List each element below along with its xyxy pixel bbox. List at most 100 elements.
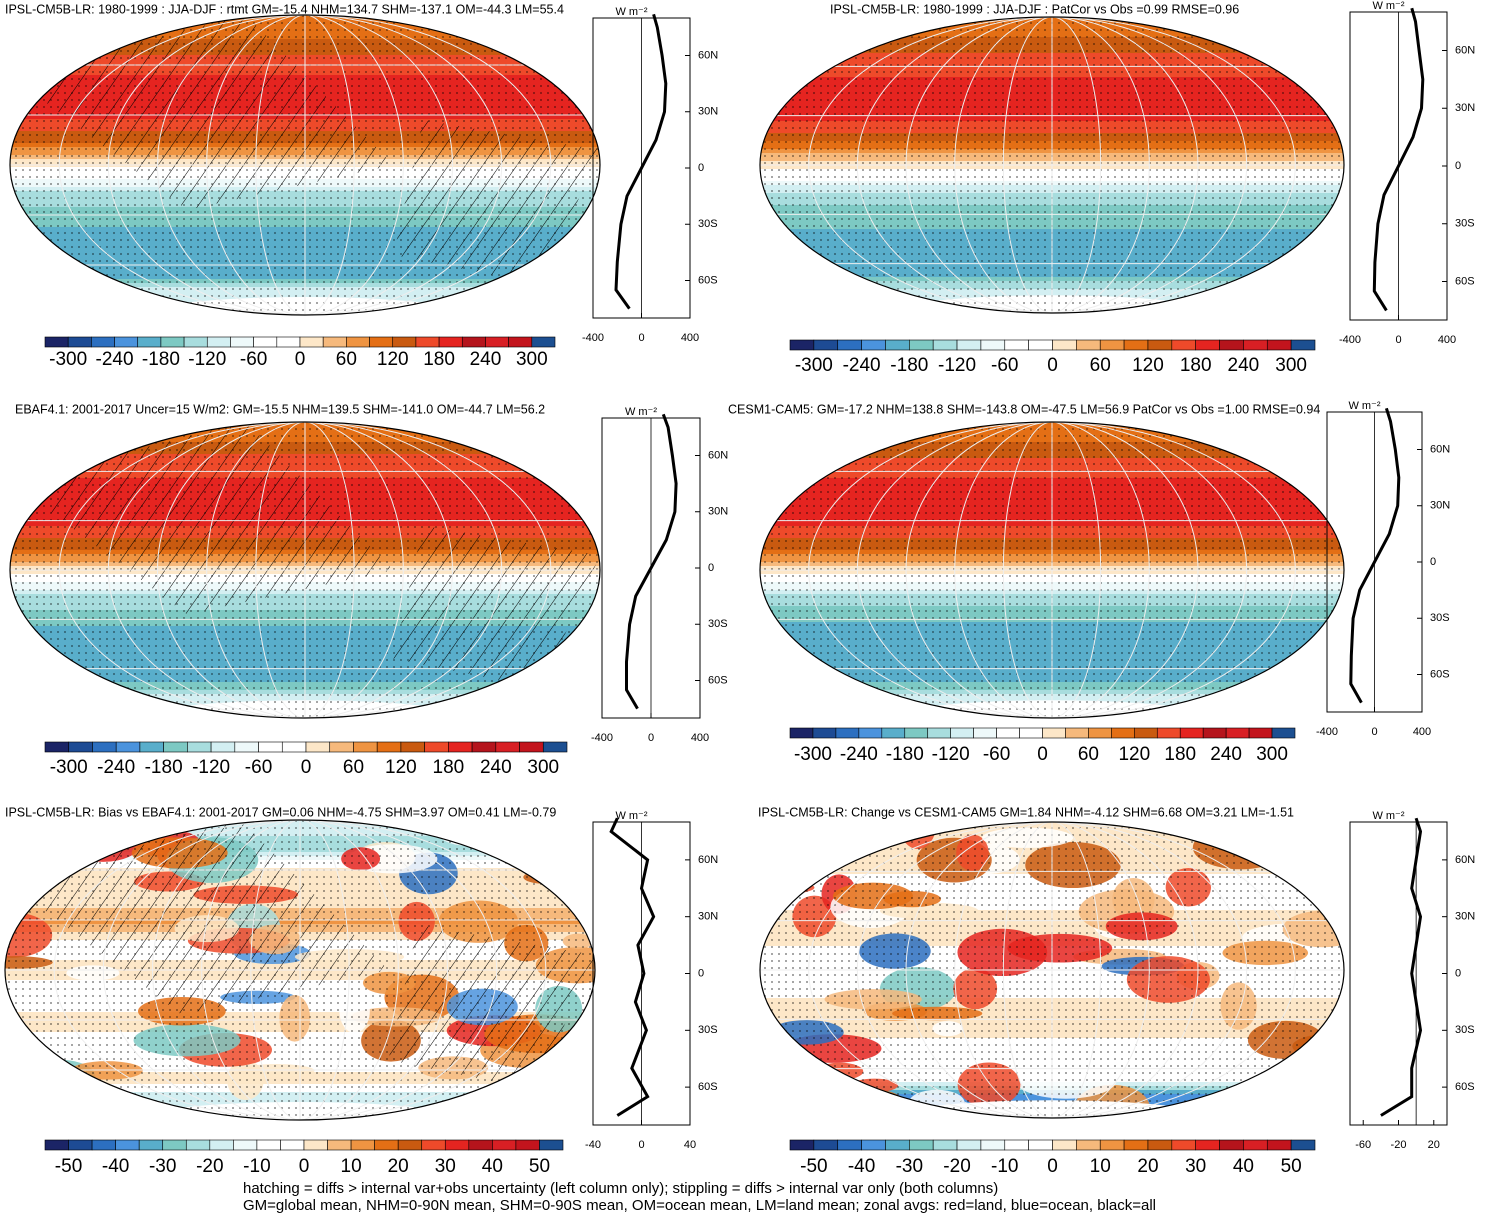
colorbar-swatch [885, 1139, 910, 1151]
meridian [58, 422, 552, 718]
colorbar-swatch [980, 339, 1006, 351]
panel-title: IPSL-CM5B-LR: Change vs CESM1-CAM5 GM=1.… [758, 805, 1294, 819]
colorbar-swatch [1147, 1139, 1173, 1151]
colorbar-tick-label: -120 [188, 349, 226, 370]
meridian [255, 422, 355, 718]
colorbar-swatch [185, 1139, 211, 1151]
zonal-unit: W m⁻² [1372, 0, 1404, 12]
map-outline [759, 16, 1345, 314]
meridian [856, 822, 1248, 1118]
colorbar-swatch [448, 741, 473, 753]
y-tick-label: 0 [698, 162, 704, 174]
colorbar-swatch [44, 336, 69, 348]
x-tick-label: 400 [691, 732, 709, 744]
meridian [152, 820, 448, 1120]
colorbar-swatch [1202, 727, 1227, 739]
colorbar-tick-label: -40 [848, 1156, 875, 1177]
colorbar-tick-label: 240 [1228, 355, 1260, 376]
colorbar-swatch [813, 1139, 839, 1151]
map-blob [5, 1069, 49, 1093]
colorbar-swatch [956, 1139, 982, 1151]
colorbar-swatch [539, 1139, 564, 1151]
map [5, 820, 595, 1120]
colorbar-tick-label: 120 [377, 349, 409, 370]
x-tick-label: 40 [684, 1139, 696, 1151]
colorbar-tick-label: 180 [423, 349, 455, 370]
colorbar-swatch [1271, 727, 1296, 739]
panel-title: IPSL-CM5B-LR: 1980-1999 : JJA-DJF : rtmt… [5, 2, 564, 16]
colorbar-swatch [789, 339, 815, 351]
x-tick-label: 400 [681, 332, 699, 344]
colorbar-tick-label: -60 [240, 349, 267, 370]
map-outline [9, 14, 601, 316]
colorbar-tick-label: -300 [794, 744, 832, 765]
colorbar-swatch [927, 727, 951, 739]
zonal-unit: W m⁻² [1372, 810, 1404, 822]
colorbar-tick-label: -180 [886, 744, 924, 765]
y-tick-label: 30S [1455, 1024, 1475, 1036]
meridian [206, 422, 404, 718]
colorbar-swatch [397, 1139, 423, 1151]
colorbar-tick-label: -180 [145, 757, 183, 778]
colorbar-swatch [303, 1139, 328, 1151]
colorbar-swatch [444, 1139, 470, 1151]
hatching [393, 120, 600, 285]
map-blob [760, 880, 815, 896]
meridian [102, 820, 498, 1120]
zonal-unit: W m⁻² [625, 406, 657, 418]
colorbar-tick-label: -300 [49, 349, 87, 370]
hatching [388, 925, 595, 1090]
colorbar-swatch [327, 1139, 352, 1151]
y-tick-label: 30S [698, 1024, 718, 1036]
zonal-frame [1349, 821, 1448, 1126]
colorbar-swatch [253, 336, 278, 348]
colorbar-swatch [904, 727, 929, 739]
colorbar-tick-label: 60 [336, 349, 357, 370]
colorbar-swatch [909, 1139, 934, 1151]
colorbar-tick-label: 240 [1210, 744, 1242, 765]
y-tick-label: 0 [1455, 160, 1461, 172]
colorbar-swatch [837, 339, 862, 351]
map-blob [574, 1089, 595, 1120]
panel-title: CESM1-CAM5: GM=-17.2 NHM=138.8 SHM=-143.… [728, 402, 1320, 416]
colorbar-tick-label: -240 [97, 757, 135, 778]
colorbar-tick-label: 60 [343, 757, 364, 778]
x-tick-label: -60 [1355, 1139, 1371, 1151]
meridian [905, 822, 1199, 1118]
footer-line: GM=global mean, NHM=0-90N mean, SHM=0-90… [243, 1197, 1156, 1213]
colorbar-tick-label: 0 [1047, 355, 1058, 376]
colorbar-tick-label: -300 [795, 355, 833, 376]
y-tick-label: 30N [708, 506, 728, 518]
footer-line: hatching = diffs > internal var+obs unce… [243, 1180, 998, 1197]
zonal-unit: W m⁻² [615, 810, 647, 822]
map-blob [760, 832, 809, 867]
colorbar-swatch [813, 339, 839, 351]
colorbar-swatch [1290, 1139, 1316, 1151]
colorbar-swatch [492, 1139, 517, 1151]
colorbar-tick-label: -300 [50, 757, 88, 778]
map [10, 422, 600, 718]
meridian [107, 15, 503, 315]
colorbar-swatch [350, 1139, 375, 1151]
colorbar-swatch [1099, 339, 1125, 351]
colorbar-tick-label: 60 [1090, 355, 1111, 376]
hatching [393, 525, 600, 689]
colorbar-swatch [812, 727, 837, 739]
meridian [808, 17, 1296, 313]
zonal-mean-all [625, 413, 678, 710]
colorbar-tick-label: -30 [149, 1156, 176, 1177]
colorbar-tick-label: 20 [1137, 1156, 1158, 1177]
colorbar-swatch [183, 336, 208, 348]
colorbar-tick-label: 120 [1118, 744, 1150, 765]
y-tick-label: 60S [1455, 1081, 1475, 1093]
colorbar-swatch [1266, 1139, 1292, 1151]
y-tick-label: 60N [1430, 443, 1450, 455]
colorbar-swatch [461, 336, 486, 348]
colorbar-tick-label: 40 [482, 1156, 503, 1177]
colorbar-swatch [139, 741, 164, 753]
colorbar-swatch [392, 336, 417, 348]
colorbar-swatch [1088, 727, 1112, 739]
colorbar-tick-label: 30 [435, 1156, 456, 1177]
colorbar-swatch [835, 727, 860, 739]
colorbar-swatch [1219, 339, 1244, 351]
